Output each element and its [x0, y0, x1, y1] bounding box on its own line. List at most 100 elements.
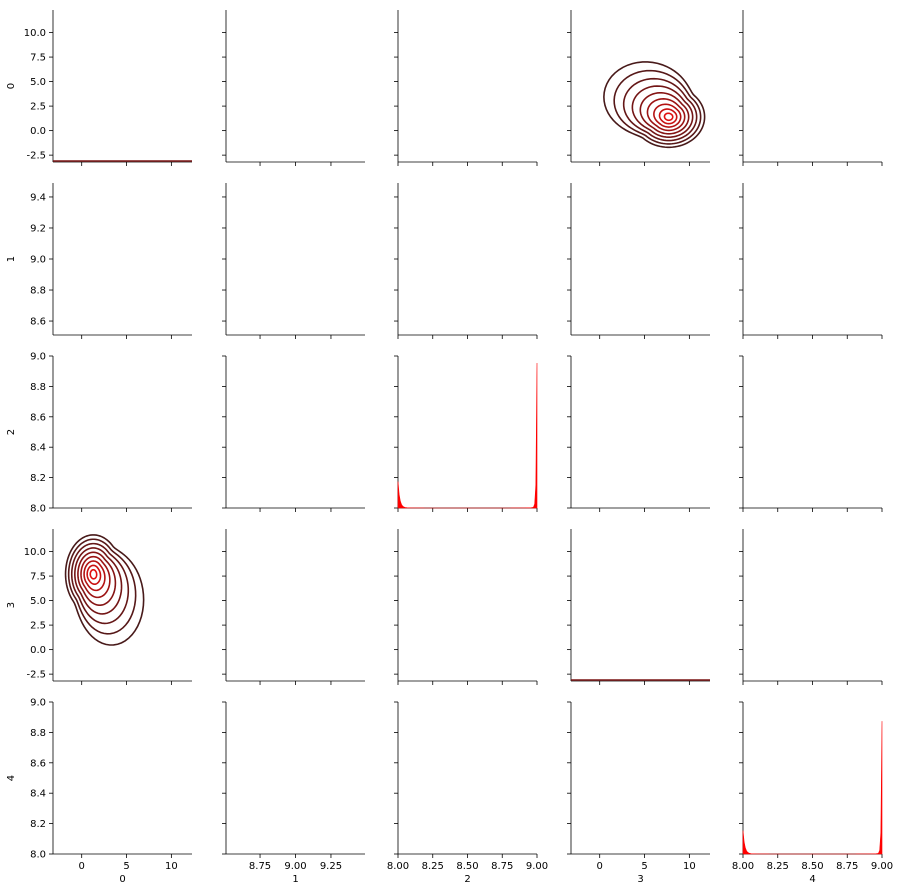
x-tick-label: 10 — [165, 861, 178, 872]
panel-3-4 — [739, 529, 883, 685]
kde-contour — [86, 564, 102, 585]
y-tick-label: -2.5 — [26, 670, 46, 681]
panel-4-1: 8.75 9.00 9.25 — [222, 701, 365, 872]
y-tick-label: 8.0 — [30, 504, 46, 515]
x-tick-label: 9.00 — [284, 861, 306, 872]
x-tick-label: 5 — [641, 861, 647, 872]
x-tick-label: 8.50 — [456, 861, 478, 872]
y-tick-label: 9.4 — [30, 192, 46, 203]
x-axis-label: 1 — [292, 874, 298, 885]
panel-3-3 — [567, 529, 710, 685]
x-tick-label: 8.25 — [767, 861, 789, 872]
panel-3-2 — [394, 529, 538, 685]
y-tick-label: 9.2 — [30, 223, 46, 234]
y-tick-label: 10.0 — [24, 28, 46, 39]
y-tick-label: 8.6 — [30, 758, 46, 769]
panel-4-3: 0 5 10 — [567, 701, 710, 872]
kde-contour — [77, 551, 117, 607]
kde-contour — [67, 538, 137, 635]
panel-2-0: 9.0 8.8 8.6 8.4 8.2 8.0 — [30, 352, 192, 515]
kde-contour — [646, 98, 686, 132]
x-tick-label: 8.50 — [801, 861, 823, 872]
y-tick-label: 9.0 — [30, 352, 46, 363]
y-tick-label: 5.0 — [30, 77, 46, 88]
y-tick-label: 8.8 — [30, 382, 46, 393]
kde-contour — [663, 112, 674, 122]
y-tick-label: 8.4 — [30, 443, 46, 454]
x-axis-label: 4 — [809, 874, 815, 885]
kde-contour — [613, 69, 702, 145]
panel-3-1 — [222, 529, 365, 685]
y-axis-label: 0 — [6, 83, 17, 89]
y-tick-label: 2.5 — [30, 621, 46, 632]
panel-0-2 — [394, 10, 538, 166]
panel-4-0: 9.0 8.8 8.6 8.4 8.2 8.0 0 5 10 — [30, 698, 192, 872]
x-axis-label: 2 — [464, 874, 470, 885]
kde-contour — [89, 568, 98, 580]
x-axis-label: 0 — [119, 874, 125, 885]
histogram-area — [397, 362, 538, 509]
panel-1-0: 9.4 9.2 9.0 8.8 8.6 — [30, 183, 192, 339]
panel-1-1 — [222, 183, 365, 339]
kde-contour — [603, 61, 706, 149]
y-tick-label: 0.0 — [30, 645, 46, 656]
panel-1-3 — [567, 183, 710, 339]
y-tick-label: 8.2 — [30, 819, 46, 830]
y-tick-label: 5.0 — [30, 596, 46, 607]
y-axis-label: 2 — [6, 429, 17, 435]
panel-2-3 — [567, 355, 710, 512]
kde-contour — [80, 555, 111, 599]
y-tick-label: 7.5 — [30, 53, 46, 64]
x-tick-label: 0 — [79, 861, 85, 872]
kde-contour — [639, 92, 690, 135]
panel-3-0: 10.0 7.5 5.0 2.5 0.0 -2.5 — [24, 529, 192, 685]
panel-2-2 — [394, 355, 538, 512]
x-tick-label: 10 — [683, 861, 696, 872]
panel-1-4 — [739, 183, 883, 339]
y-axis-label: 3 — [6, 602, 17, 608]
y-tick-label: 8.8 — [30, 728, 46, 739]
panel-4-2: 8.00 8.25 8.50 8.75 9.00 — [387, 701, 548, 872]
x-tick-label: 9.25 — [320, 861, 342, 872]
kde-contour — [74, 547, 123, 615]
kde-contour — [653, 103, 682, 128]
y-tick-label: 9.0 — [30, 255, 46, 266]
x-tick-label: 8.75 — [491, 861, 513, 872]
kde-contour — [658, 108, 678, 125]
y-tick-label: 8.2 — [30, 473, 46, 484]
y-tick-label: 0.0 — [30, 126, 46, 137]
y-tick-label: 7.5 — [30, 572, 46, 583]
x-axis-label: 3 — [637, 874, 643, 885]
panel-1-2 — [394, 183, 538, 339]
x-tick-label: 9.00 — [871, 861, 893, 872]
x-tick-label: 8.75 — [249, 861, 271, 872]
y-tick-label: 8.0 — [30, 850, 46, 861]
panel-0-4 — [739, 10, 883, 166]
panel-0-3 — [567, 10, 710, 166]
x-tick-label: 8.00 — [732, 861, 754, 872]
histogram-area — [742, 721, 883, 855]
panel-4-4: 8.00 8.25 8.50 8.75 9.00 — [732, 701, 893, 872]
y-tick-label: 10.0 — [24, 547, 46, 558]
x-tick-label: 8.25 — [422, 861, 444, 872]
x-tick-label: 8.75 — [836, 861, 858, 872]
kde-contour — [70, 542, 130, 625]
x-tick-label: 9.00 — [526, 861, 548, 872]
y-tick-label: 8.8 — [30, 286, 46, 297]
kde-contour — [622, 77, 698, 142]
y-tick-label: -2.5 — [26, 151, 46, 162]
x-tick-label: 5 — [123, 861, 129, 872]
kde-contour — [83, 560, 106, 592]
panel-0-0: 10.0 7.5 5.0 2.5 0.0 -2.5 — [24, 10, 192, 166]
y-axis-label: 4 — [6, 775, 17, 781]
panel-2-4 — [739, 355, 883, 512]
y-tick-label: 9.0 — [30, 698, 46, 709]
kde-contour — [64, 534, 145, 646]
y-tick-label: 2.5 — [30, 102, 46, 113]
x-tick-label: 8.00 — [387, 861, 409, 872]
y-axis-label: 1 — [6, 256, 17, 262]
panel-0-1 — [222, 10, 365, 166]
kde-contour — [631, 85, 694, 138]
y-tick-label: 8.6 — [30, 412, 46, 423]
